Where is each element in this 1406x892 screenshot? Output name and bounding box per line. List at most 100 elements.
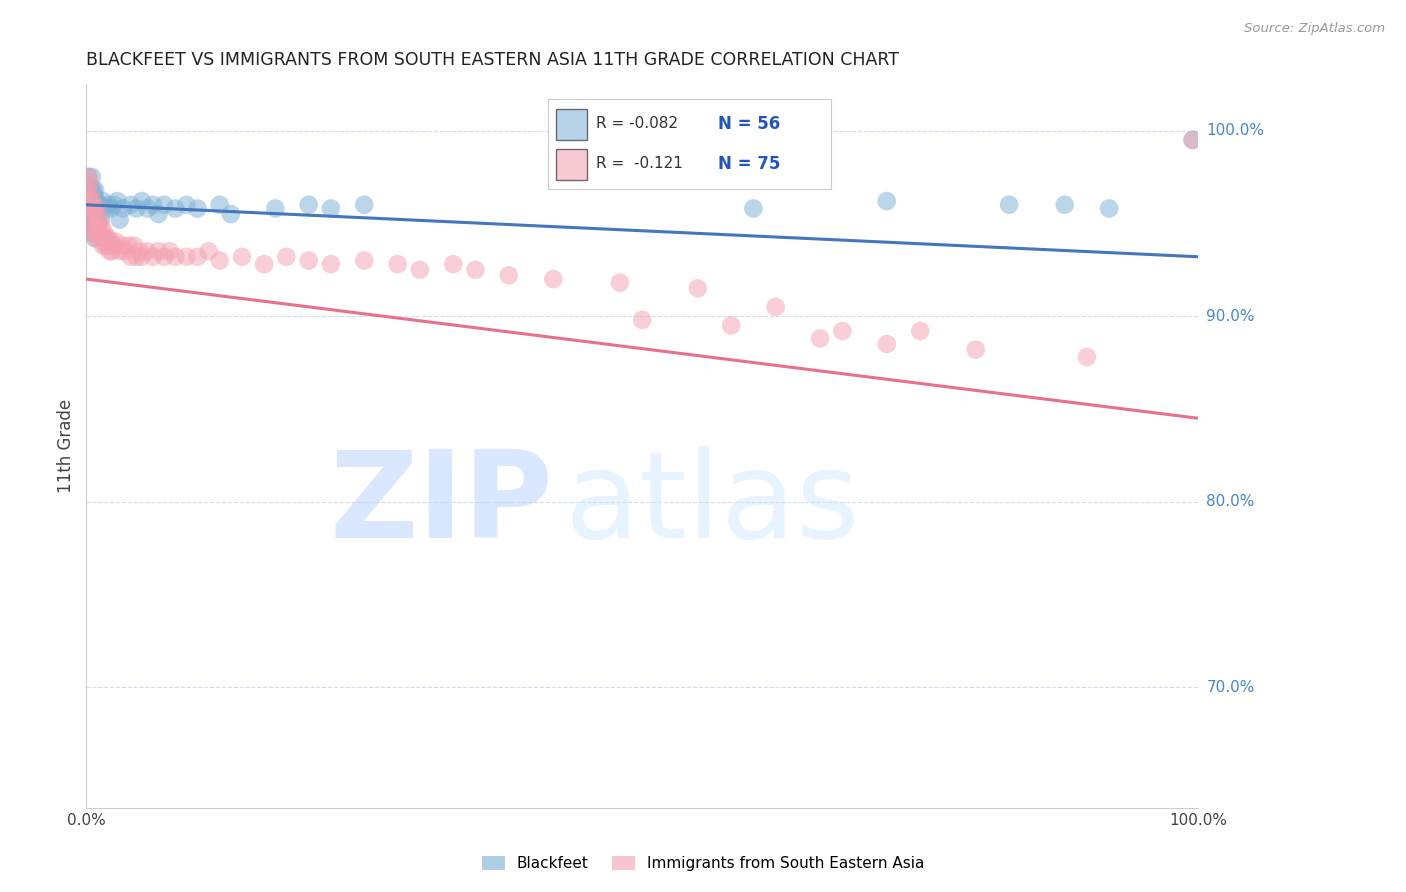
- Point: [319, 257, 342, 271]
- Point: [1098, 202, 1121, 216]
- Point: [86, 220, 108, 235]
- Text: 90.0%: 90.0%: [1206, 309, 1256, 324]
- Point: [98, 244, 121, 259]
- Point: [1076, 350, 1098, 364]
- Point: [76, 198, 98, 212]
- Point: [125, 202, 148, 216]
- Point: [82, 207, 104, 221]
- Point: [831, 324, 853, 338]
- Point: [80, 216, 103, 230]
- Point: [142, 198, 165, 212]
- Point: [165, 250, 187, 264]
- Point: [298, 253, 321, 268]
- Point: [89, 212, 111, 227]
- Point: [79, 176, 101, 190]
- Point: [319, 202, 342, 216]
- Point: [80, 183, 103, 197]
- Point: [93, 231, 115, 245]
- Point: [82, 183, 104, 197]
- Point: [86, 202, 108, 216]
- Point: [79, 202, 101, 216]
- Point: [409, 262, 432, 277]
- Point: [96, 238, 118, 252]
- Point: [148, 244, 170, 259]
- Point: [82, 202, 104, 216]
- Point: [464, 262, 486, 277]
- Point: [176, 198, 198, 212]
- Point: [1181, 133, 1204, 147]
- Point: [76, 183, 98, 197]
- Point: [353, 253, 375, 268]
- Point: [965, 343, 987, 357]
- Point: [253, 257, 276, 271]
- Point: [298, 198, 321, 212]
- Point: [79, 179, 101, 194]
- Point: [80, 212, 103, 227]
- Point: [131, 194, 153, 208]
- Point: [100, 202, 122, 216]
- Point: [120, 198, 142, 212]
- Point: [208, 198, 231, 212]
- Point: [219, 207, 242, 221]
- Point: [77, 169, 100, 184]
- Point: [83, 220, 105, 235]
- Point: [80, 194, 103, 208]
- Point: [80, 202, 103, 216]
- Point: [808, 331, 831, 345]
- Point: [83, 202, 105, 216]
- Point: [79, 216, 101, 230]
- Point: [876, 337, 898, 351]
- Point: [83, 226, 105, 240]
- Point: [498, 268, 520, 283]
- Point: [876, 194, 898, 208]
- Y-axis label: 11th Grade: 11th Grade: [58, 399, 75, 493]
- Point: [89, 198, 111, 212]
- Point: [998, 198, 1021, 212]
- Point: [82, 226, 104, 240]
- Point: [186, 250, 208, 264]
- Point: [387, 257, 409, 271]
- Point: [77, 188, 100, 202]
- Point: [84, 231, 107, 245]
- Point: [686, 281, 709, 295]
- Point: [120, 250, 142, 264]
- Point: [84, 231, 107, 245]
- Point: [1181, 133, 1204, 147]
- Point: [84, 183, 107, 197]
- Point: [87, 226, 110, 240]
- Point: [117, 238, 139, 252]
- Point: [153, 250, 176, 264]
- Point: [90, 231, 112, 245]
- Point: [90, 220, 112, 235]
- Point: [111, 238, 134, 252]
- Text: Source: ZipAtlas.com: Source: ZipAtlas.com: [1244, 22, 1385, 36]
- Point: [79, 194, 101, 208]
- Point: [543, 272, 565, 286]
- Text: 80.0%: 80.0%: [1206, 494, 1254, 509]
- Point: [82, 220, 104, 235]
- Point: [153, 198, 176, 212]
- Legend: Blackfeet, Immigrants from South Eastern Asia: Blackfeet, Immigrants from South Eastern…: [475, 850, 931, 877]
- Point: [609, 276, 631, 290]
- Point: [101, 244, 124, 259]
- Point: [353, 198, 375, 212]
- Point: [83, 207, 105, 221]
- Point: [159, 244, 181, 259]
- Point: [103, 238, 125, 252]
- Text: 100.0%: 100.0%: [1206, 123, 1264, 138]
- Point: [80, 198, 103, 212]
- Point: [84, 216, 107, 230]
- Point: [80, 188, 103, 202]
- Point: [103, 198, 125, 212]
- Point: [90, 212, 112, 227]
- Point: [136, 202, 159, 216]
- Point: [77, 169, 100, 184]
- Point: [136, 244, 159, 259]
- Point: [96, 231, 118, 245]
- Point: [122, 238, 145, 252]
- Point: [108, 244, 131, 259]
- Point: [441, 257, 464, 271]
- Text: BLACKFEET VS IMMIGRANTS FROM SOUTH EASTERN ASIA 11TH GRADE CORRELATION CHART: BLACKFEET VS IMMIGRANTS FROM SOUTH EASTE…: [86, 51, 900, 69]
- Point: [765, 300, 787, 314]
- Text: ZIP: ZIP: [329, 445, 554, 563]
